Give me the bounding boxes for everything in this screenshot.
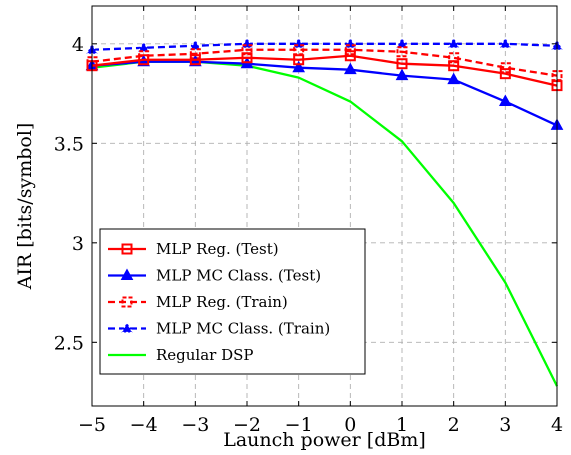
data-point-mlp-reg-train-8 [499,62,511,74]
data-point-mlp-reg-test-3 [241,52,253,64]
y-tick-label-0: 2.5 [54,332,84,354]
data-point-mlp-reg-train-7 [448,52,460,64]
legend-label-mlp-mc-class-train: MLP MC Class. (Train) [156,320,330,338]
data-point-mlp-reg-test-2 [189,54,201,66]
legend-label-mlp-reg-train: MLP Reg. (Train) [156,293,288,311]
axis-ticks: −5 −4 −3 −2 −1 0 1 2 3 4 2.5 3 3.5 4 [54,6,563,436]
legend-label-mlp-reg-test: MLP Reg. (Test) [156,240,279,258]
series-line-mlp-reg-test [91,54,558,87]
data-point-mlp-reg-train-6 [396,46,408,58]
x-tick-label-1: −4 [130,414,158,436]
data-point-mlp-reg-train-2 [189,48,201,60]
legend-marker-mlp-mc-class-test [120,268,134,280]
y-tick-label-3: 4 [72,34,84,56]
y-tick-label-2: 3.5 [54,133,84,155]
legend-item-mlp-reg-train: MLP Reg. (Train) [108,293,288,311]
series-mlp-mc-class-train [85,36,564,55]
x-tick-label-9: 4 [551,414,563,436]
y-tick-label-1: 3 [72,233,84,255]
legend-item-mlp-reg-test: MLP Reg. (Test) [108,240,279,258]
series-mlp-mc-class-test [85,54,564,130]
x-tick-label-0: −5 [78,414,106,436]
plot-frame [91,5,558,407]
legend-label-mlp-mc-class-test: MLP MC Class. (Test) [156,267,321,285]
data-point-mlp-mc-class-test-7 [447,72,461,85]
data-point-mlp-mc-class-train-7 [447,36,461,49]
legend-marker-mlp-reg-train [121,296,133,308]
x-tick-label-8: 3 [499,414,511,436]
data-point-mlp-reg-test-7 [448,60,460,72]
series-line-mlp-mc-class-test [91,60,558,127]
data-point-mlp-mc-class-train-1 [137,40,151,53]
legend-item-regular-dsp: Regular DSP [108,346,254,364]
data-point-mlp-reg-test-6 [396,58,408,70]
x-tick-label-4: −1 [285,414,313,436]
data-point-mlp-reg-test-5 [344,50,356,62]
data-point-mlp-mc-class-train-8 [498,36,512,49]
data-point-mlp-reg-test-8 [499,68,511,80]
data-point-mlp-reg-train-4 [293,44,305,56]
data-point-mlp-reg-train-3 [241,44,253,56]
data-point-mlp-reg-test-1 [138,54,150,66]
x-tick-label-7: 2 [448,414,460,436]
data-point-mlp-reg-train-5 [344,44,356,56]
legend-item-mlp-mc-class-train: MLP MC Class. (Train) [108,320,330,338]
series-line-mlp-reg-train [91,48,558,77]
legend-item-mlp-mc-class-test: MLP MC Class. (Test) [108,267,321,285]
series-line-mlp-mc-class-train [91,42,558,51]
legend-label-regular-dsp: Regular DSP [156,346,254,364]
x-tick-label-6: 1 [396,414,408,436]
data-point-mlp-mc-class-test-6 [395,68,409,81]
data-point-mlp-reg-test-4 [293,54,305,66]
x-tick-label-3: −2 [233,414,261,436]
data-point-mlp-mc-class-test-4 [292,60,306,73]
data-point-mlp-mc-class-train-2 [188,38,202,51]
x-tick-label-2: −3 [181,414,209,436]
legend: MLP Reg. (Test) MLP MC Class. (Test) MLP R… [99,228,366,375]
data-point-mlp-reg-train-9 [551,70,563,82]
legend-marker-mlp-reg-test [121,243,133,255]
legend-marker-mlp-mc-class-train [120,321,134,334]
data-point-mlp-mc-class-test-8 [498,94,512,107]
series-mlp-reg-test [86,50,563,92]
data-point-mlp-mc-class-test-5 [343,62,357,75]
x-axis-title: Launch power [dBm] [223,429,426,451]
data-point-mlp-mc-class-train-6 [395,36,409,49]
y-axis-title: AIR [bits/symbol] [14,123,36,291]
x-tick-label-5: 0 [344,414,356,436]
